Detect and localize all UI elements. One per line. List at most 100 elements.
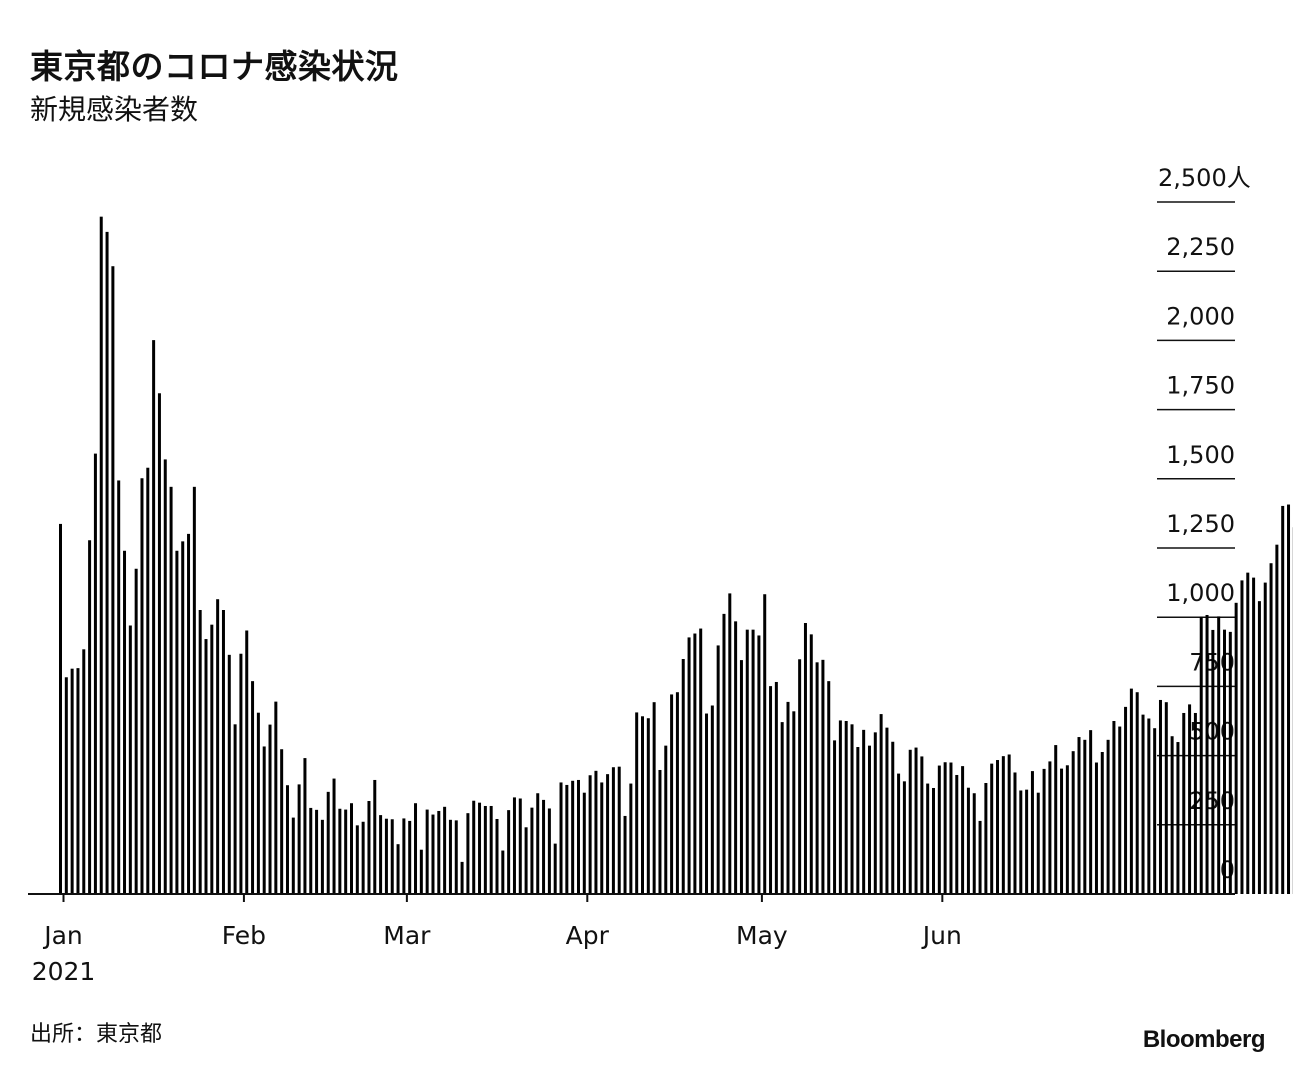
- bar: [1065, 765, 1069, 894]
- bar: [256, 712, 260, 894]
- bar: [803, 623, 807, 894]
- bar: [245, 630, 249, 894]
- bar: [1141, 714, 1145, 894]
- bar: [1001, 756, 1005, 894]
- bar: [629, 783, 633, 894]
- bar: [588, 775, 592, 894]
- bar: [553, 843, 557, 894]
- bar: [1147, 718, 1151, 894]
- bar: [70, 668, 74, 894]
- bar: [221, 610, 225, 894]
- bar: [117, 480, 121, 894]
- bar: [710, 705, 714, 894]
- bar: [821, 659, 825, 894]
- bar: [728, 593, 732, 894]
- bar: [1054, 745, 1058, 894]
- bar: [565, 784, 569, 894]
- bar: [920, 756, 924, 894]
- bar: [262, 746, 266, 894]
- bar: [838, 720, 842, 894]
- bar: [751, 629, 755, 894]
- bar: [454, 820, 458, 894]
- bar: [1112, 721, 1116, 894]
- bar: [571, 780, 575, 894]
- source-note: 出所：東京都: [30, 1022, 163, 1047]
- bar: [1153, 728, 1157, 894]
- bar: [705, 713, 709, 894]
- bar: [1223, 629, 1226, 894]
- bar: [175, 550, 179, 894]
- bar: [291, 817, 295, 894]
- bar: [914, 747, 918, 894]
- y-tick-label: 2,250: [1166, 233, 1235, 261]
- bar: [699, 628, 703, 894]
- bar: [93, 453, 97, 894]
- bar: [739, 660, 743, 894]
- bar: [123, 550, 127, 894]
- bar: [972, 793, 976, 894]
- bar: [664, 745, 668, 894]
- bar: [379, 815, 383, 894]
- bar: [827, 681, 831, 894]
- bar: [192, 486, 196, 894]
- bar: [373, 779, 377, 894]
- bar: [844, 721, 848, 894]
- bar: [105, 231, 109, 894]
- bar: [809, 634, 813, 894]
- bar: [472, 800, 476, 894]
- bar: [76, 668, 80, 894]
- bar: [1013, 772, 1017, 894]
- bar: [932, 787, 935, 894]
- bar: [309, 807, 313, 894]
- bar: [495, 818, 499, 894]
- bar: [396, 844, 400, 894]
- bar: [792, 711, 796, 894]
- bar: [966, 787, 970, 894]
- bar: [1019, 790, 1023, 894]
- bar: [408, 820, 412, 894]
- bar: [763, 594, 767, 894]
- bar: [1135, 692, 1139, 894]
- bar: [210, 624, 214, 894]
- bar: [355, 825, 359, 894]
- bar: [681, 659, 685, 894]
- bar: [1007, 754, 1011, 894]
- bar: [59, 523, 62, 894]
- bar: [285, 785, 289, 894]
- bar: [582, 792, 586, 894]
- bar: [501, 850, 505, 894]
- bar: [908, 749, 912, 894]
- bar: [1263, 582, 1267, 894]
- x-tick-label: Jan: [42, 921, 83, 950]
- bloomberg-logo: Bloomberg: [1142, 1026, 1266, 1053]
- bar: [1240, 580, 1244, 894]
- y-tick-label: 0: [1220, 856, 1235, 884]
- bar: [879, 714, 883, 894]
- bar: [961, 766, 965, 894]
- y-tick-label: 1,500: [1166, 441, 1235, 469]
- bar: [1257, 601, 1261, 894]
- bar: [1118, 726, 1122, 894]
- bar: [1164, 702, 1168, 894]
- bar: [460, 861, 464, 894]
- bar: [594, 770, 598, 894]
- bar: [1275, 544, 1279, 894]
- bar: [216, 599, 220, 894]
- bar: [798, 659, 802, 894]
- bar: [734, 621, 738, 894]
- bar: [693, 633, 697, 894]
- bar: [466, 813, 470, 894]
- bar: [646, 718, 650, 894]
- bar: [1129, 688, 1133, 894]
- bar: [635, 712, 639, 894]
- bar: [536, 793, 540, 894]
- bar: [1188, 704, 1192, 894]
- y-tick-label: 2,500人: [1158, 164, 1251, 192]
- bar: [507, 810, 511, 894]
- bar: [88, 540, 92, 894]
- bar: [955, 774, 959, 894]
- bar: [716, 645, 720, 894]
- bar: [448, 819, 452, 894]
- bar: [524, 827, 528, 894]
- bar: [576, 779, 580, 894]
